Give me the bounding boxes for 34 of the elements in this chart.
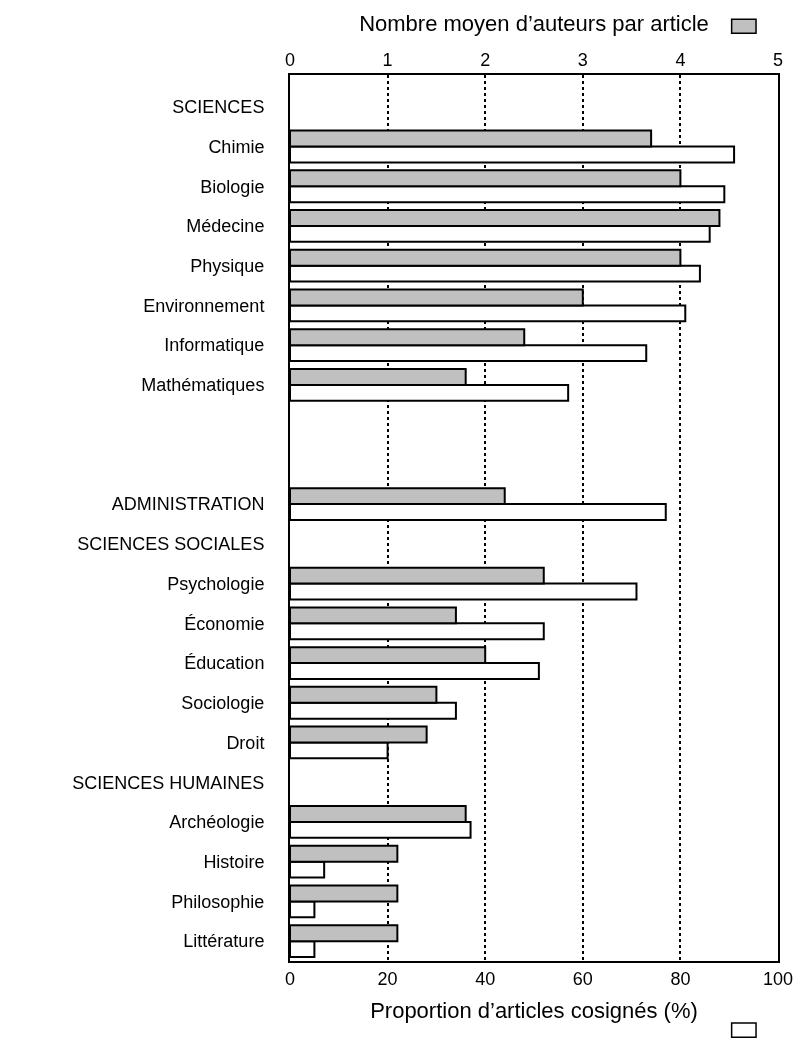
x-tick-label: 100 xyxy=(762,968,794,989)
y-tick-label: ADMINISTRATION xyxy=(111,494,265,515)
x-tick-label: 80 xyxy=(670,968,691,989)
x2-tick-label: 5 xyxy=(772,49,784,70)
x-axis-title: Proportion d’articles cosignés (%) xyxy=(370,998,698,1023)
y-tick-label: Littérature xyxy=(183,931,265,952)
x2-axis-title: Nombre moyen d’auteurs par article xyxy=(359,11,709,37)
y-tick-label: Psychologie xyxy=(167,573,265,594)
x-tick-label: 0 xyxy=(284,968,296,989)
y-tick-label: Histoire xyxy=(203,851,265,872)
y-tick-label: Éducation xyxy=(184,653,265,674)
x2-tick-label: 1 xyxy=(382,49,393,70)
x2-tick-label: 3 xyxy=(577,49,588,70)
y-tick-label: Droit xyxy=(226,732,265,753)
y-tick-label: Informatique xyxy=(164,335,265,356)
x-tick-label: 20 xyxy=(377,968,398,989)
y-tick-label: Économie xyxy=(184,613,265,634)
y-tick-label: Physique xyxy=(190,256,265,277)
y-tick-label: SCIENCES SOCIALES xyxy=(77,534,265,555)
y-tick-label: Philosophie xyxy=(171,891,265,912)
y-tick-label: Archéologie xyxy=(169,812,265,833)
y-tick-label: SCIENCES HUMAINES xyxy=(72,772,265,793)
y-tick-label: Biologie xyxy=(200,176,265,197)
x2-tick-label: 4 xyxy=(675,49,686,70)
x2-tick-label: 2 xyxy=(480,49,491,70)
y-tick-label: Chimie xyxy=(208,136,265,157)
x2-tick-label: 0 xyxy=(284,49,296,70)
y-tick-label: Mathématiques xyxy=(141,375,265,396)
x-tick-label: 40 xyxy=(475,968,496,989)
y-tick-label: SCIENCES xyxy=(172,97,265,118)
x-tick-label: 60 xyxy=(572,968,593,989)
y-tick-label: Sociologie xyxy=(181,693,265,714)
y-tick-label: Médecine xyxy=(186,216,265,237)
y-tick-label: Environnement xyxy=(143,295,265,316)
